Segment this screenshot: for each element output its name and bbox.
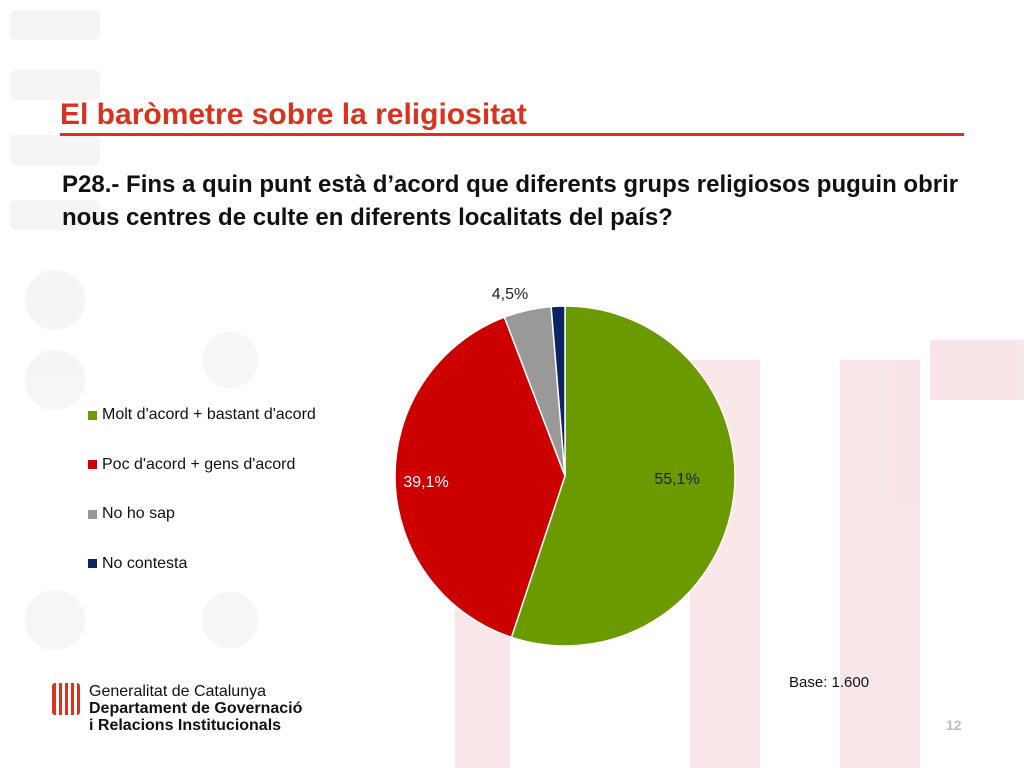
data-label-dont-know: 4,5% bbox=[492, 286, 528, 303]
sample-base: Base: 1.600 bbox=[789, 674, 870, 691]
legend-label-no-answer: No contesta bbox=[102, 554, 188, 572]
logo-line-3: i Relacions Institucionals bbox=[89, 717, 282, 734]
chart-legend: Molt d'acord + bastant d'acord Poc d'aco… bbox=[88, 405, 316, 603]
logo-text: Generalitat de Catalunya Departament de … bbox=[89, 683, 302, 734]
pie-slice-disagree bbox=[394, 316, 566, 639]
data-label-agree: 55,1% bbox=[654, 471, 699, 488]
legend-label-agree: Molt d'acord + bastant d'acord bbox=[102, 406, 316, 423]
logo-line-2: Departament de Governació bbox=[89, 700, 303, 717]
page-number: 12 bbox=[946, 717, 962, 733]
logo-line-1: Generalitat de Catalunya bbox=[89, 683, 266, 700]
legend-swatch-no-answer bbox=[88, 559, 97, 568]
legend-item-agree: Molt d'acord + bastant d'acord bbox=[88, 405, 316, 425]
slide-title: El baròmetre sobre la religiositat bbox=[60, 98, 964, 136]
senyera-icon bbox=[52, 683, 80, 715]
pie-slice-no-answer bbox=[550, 305, 566, 477]
legend-item-disagree: Poc d'acord + gens d'acord bbox=[88, 455, 316, 475]
legend-label-dont-know: No ho sap bbox=[102, 505, 175, 522]
survey-question: P28.- Fins a quin punt està d’acord que … bbox=[62, 171, 959, 231]
pie-slice-agree bbox=[510, 305, 736, 647]
legend-item-no-answer: No contesta bbox=[88, 554, 316, 574]
legend-item-dont-know: No ho sap bbox=[88, 504, 316, 524]
pie-chart: 55,1% 39,1% 4,5% bbox=[394, 286, 736, 647]
legend-swatch-disagree bbox=[88, 460, 97, 469]
data-label-disagree: 39,1% bbox=[403, 474, 448, 491]
legend-swatch-dont-know bbox=[88, 509, 97, 519]
legend-label-disagree: Poc d'acord + gens d'acord bbox=[102, 455, 296, 473]
generalitat-logo: Generalitat de Catalunya Departament de … bbox=[52, 683, 302, 734]
legend-swatch-agree bbox=[88, 410, 97, 420]
